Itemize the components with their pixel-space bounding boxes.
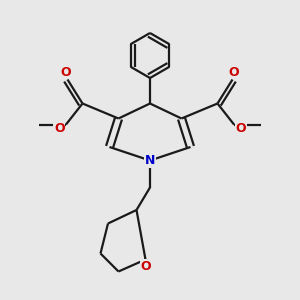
Text: O: O: [235, 122, 246, 135]
Text: O: O: [61, 65, 71, 79]
Text: O: O: [54, 122, 65, 135]
Text: N: N: [145, 154, 155, 167]
Text: O: O: [229, 65, 239, 79]
Text: O: O: [141, 260, 152, 273]
